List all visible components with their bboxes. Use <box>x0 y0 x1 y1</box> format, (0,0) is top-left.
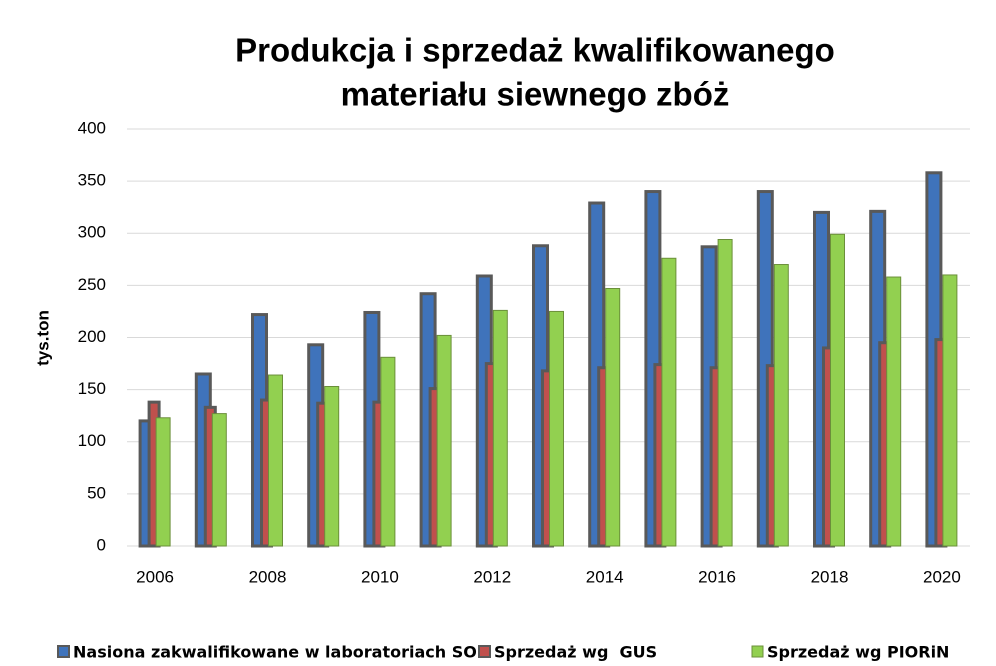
y-tick-label: 250 <box>78 275 106 294</box>
bar <box>605 288 621 547</box>
y-tick-label: 400 <box>78 118 106 137</box>
x-tick-label: 2010 <box>361 567 399 586</box>
legend-label: Sprzedaż wg PIORiN <box>767 643 949 662</box>
y-tick-label: 150 <box>78 379 106 398</box>
bar <box>380 356 396 547</box>
y-tick-label: 0 <box>97 535 106 554</box>
bar <box>886 276 902 547</box>
y-axis-title: tys.ton <box>33 310 52 366</box>
y-tick-label: 350 <box>78 171 106 190</box>
x-tick-label: 2020 <box>923 567 961 586</box>
legend-swatch <box>751 645 764 658</box>
chart-title: Produkcja i sprzedaż kwalifikowanego <box>235 32 835 69</box>
bar <box>549 310 564 547</box>
legend-swatch <box>478 645 491 658</box>
y-tick-label: 300 <box>78 223 106 242</box>
x-tick-label: 2008 <box>249 567 287 586</box>
x-tick-label: 2006 <box>136 567 174 586</box>
x-tick-label: 2012 <box>473 567 511 586</box>
bar <box>773 264 789 547</box>
legend-swatch <box>57 645 70 658</box>
bar <box>942 274 958 547</box>
x-tick-label: 2014 <box>586 567 624 586</box>
bar <box>436 334 452 547</box>
bar <box>492 309 508 547</box>
y-tick-label: 50 <box>87 483 106 502</box>
y-tick-label: 100 <box>78 431 106 450</box>
bar <box>155 417 171 547</box>
bar <box>717 239 733 547</box>
y-tick-label: 200 <box>78 327 106 346</box>
bar <box>268 374 283 547</box>
legend-label: Nasiona zakwalifikowane w laboratoriach … <box>73 643 490 662</box>
bar <box>324 385 340 547</box>
chart-title: materiału siewnego zbóż <box>341 76 730 113</box>
bar <box>211 413 227 547</box>
x-tick-label: 2018 <box>811 567 849 586</box>
x-tick-label: 2016 <box>698 567 736 586</box>
bar <box>830 233 845 547</box>
bar <box>661 257 677 547</box>
legend-label: Sprzedaż wg GUS <box>494 643 657 662</box>
